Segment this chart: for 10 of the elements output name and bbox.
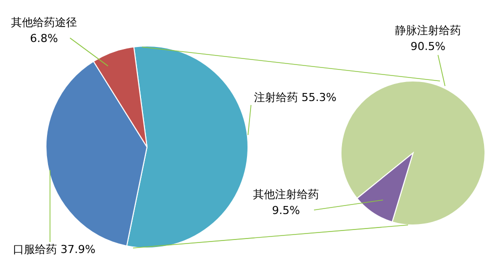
slice-label: 口服给药 37.9% <box>13 243 96 256</box>
pie-slice <box>340 80 486 226</box>
pie-slice <box>356 152 414 222</box>
slice-label: 其他注射给药 <box>253 188 319 201</box>
data-label: 90.5% <box>410 40 446 53</box>
slice-label: 注射给药 55.3% <box>254 91 336 104</box>
slice-label: 其他给药途径 <box>11 16 77 29</box>
slice-label: 静脉注射给药 <box>395 24 461 37</box>
data-label: 6.8% <box>30 32 58 45</box>
data-label: 9.5% <box>272 204 300 217</box>
